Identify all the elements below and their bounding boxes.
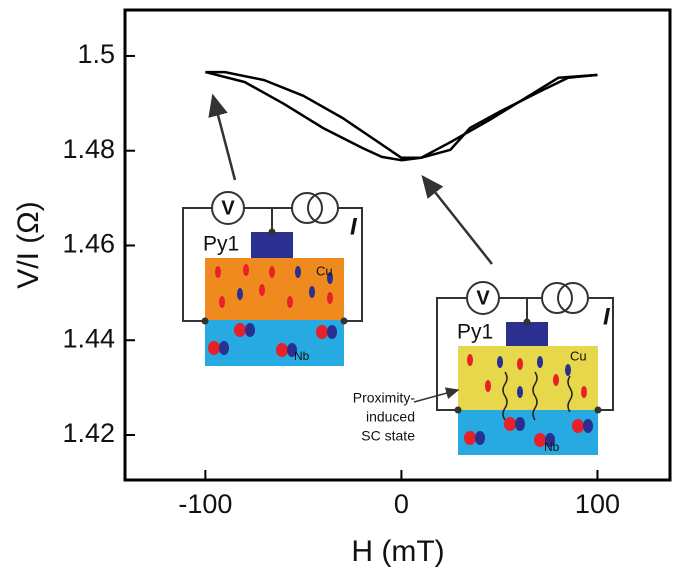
wire [338,207,363,322]
wire [588,297,614,411]
contact [268,228,276,236]
voltmeter [211,191,245,225]
spins [219,266,337,357]
data-line [205,70,598,160]
py1 [506,322,548,346]
wavy-lines [502,371,573,421]
label: V [476,287,490,309]
x-axis-label: H (mT) [351,535,444,568]
y-tick-label: 1.46 [62,229,115,259]
y-axis-label: V/I (Ω) [12,201,45,288]
y-tick-label: 1.42 [62,418,115,448]
x-tick-label: 100 [575,489,620,519]
spins [208,264,333,357]
label: Cu [316,263,333,278]
wire [436,297,467,411]
contact [201,317,209,325]
annotation: induced [366,409,415,425]
contact [340,317,348,325]
source [307,192,339,224]
arrow [421,175,493,265]
data-line [205,70,598,162]
label: I [603,303,611,330]
inset-proximity: V I Py1 Cu Nb Proximity- induced SC stat… [353,281,614,455]
spins [464,354,587,447]
cu-layer [205,258,344,320]
annotation: Proximity- [353,390,416,406]
label: Py1 [203,233,239,256]
contact [594,406,602,414]
label: Nb [294,349,310,363]
x-tick-label: 0 [394,489,409,519]
annotation: SC state [361,428,415,444]
label: Cu [570,348,587,363]
voltmeter [466,281,500,315]
plot-area [205,70,598,162]
x-tick-label: -100 [178,489,232,519]
y-tick-label: 1.44 [62,323,115,353]
spins [475,356,593,447]
arrow [208,93,237,181]
source [291,192,323,224]
cu-layer [458,346,598,410]
source [557,282,589,314]
arrow [413,387,460,403]
label: Py1 [457,321,493,344]
source [541,282,573,314]
contact [454,406,462,414]
label: Nb [544,440,560,454]
label: V [221,197,235,219]
label: I [350,213,358,240]
contact [523,318,531,326]
wire [182,207,212,322]
y-tick-label: 1.5 [77,39,115,69]
py1 [251,232,293,258]
inset-normal: V I Py1 Cu Nb [182,191,363,366]
y-tick-label: 1.48 [62,134,115,164]
